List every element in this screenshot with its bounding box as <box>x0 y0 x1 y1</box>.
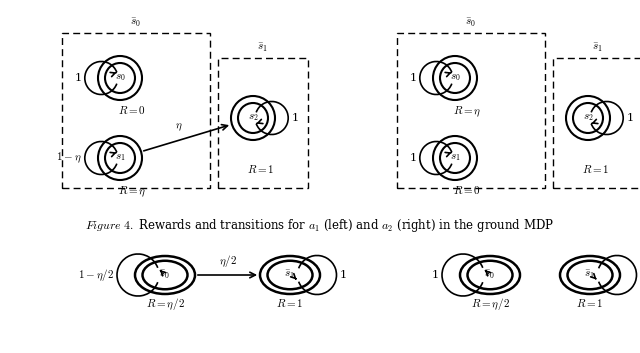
Text: 1: 1 <box>75 73 82 83</box>
Text: $\bar{s}_1$: $\bar{s}_1$ <box>257 41 269 54</box>
Text: $s_0$: $s_0$ <box>115 73 125 83</box>
Ellipse shape <box>268 261 312 289</box>
Text: $R=\eta$: $R=\eta$ <box>118 184 146 199</box>
Text: 1: 1 <box>626 113 634 123</box>
Text: 1: 1 <box>410 73 417 83</box>
Circle shape <box>105 143 135 173</box>
Text: $\bar{s}_1$: $\bar{s}_1$ <box>593 41 604 54</box>
Text: $\eta/2$: $\eta/2$ <box>218 253 236 269</box>
Ellipse shape <box>460 256 520 294</box>
Ellipse shape <box>568 261 612 289</box>
Circle shape <box>573 103 603 133</box>
Ellipse shape <box>143 261 188 289</box>
Circle shape <box>105 63 135 93</box>
Ellipse shape <box>135 256 195 294</box>
Text: $R=1$: $R=1$ <box>276 297 304 309</box>
Text: 1: 1 <box>432 270 439 280</box>
Text: $\bar{s}_0$: $\bar{s}_0$ <box>465 16 477 29</box>
Circle shape <box>566 96 610 140</box>
Text: 1: 1 <box>410 153 417 163</box>
Ellipse shape <box>467 261 513 289</box>
Circle shape <box>433 56 477 100</box>
Bar <box>397 33 545 188</box>
Text: $s_2$: $s_2$ <box>248 113 259 124</box>
Circle shape <box>433 136 477 180</box>
Text: $\mathit{Figure\ 4.}$ Rewards and transitions for $a_1$ (left) and $a_2$ (right): $\mathit{Figure\ 4.}$ Rewards and transi… <box>85 216 555 233</box>
Text: $R=1$: $R=1$ <box>247 163 275 175</box>
Text: $R=\eta$: $R=\eta$ <box>452 104 481 119</box>
Text: $\bar{s}_0$: $\bar{s}_0$ <box>484 269 495 281</box>
Text: $s_1$: $s_1$ <box>115 152 125 163</box>
Ellipse shape <box>560 256 620 294</box>
Text: $\bar{s}_0$: $\bar{s}_0$ <box>131 16 141 29</box>
Bar <box>553 58 640 188</box>
Text: $R=0$: $R=0$ <box>118 104 146 116</box>
Circle shape <box>440 63 470 93</box>
Circle shape <box>231 96 275 140</box>
Text: $R=0$: $R=0$ <box>453 184 481 196</box>
Text: $s_0$: $s_0$ <box>450 73 460 83</box>
Circle shape <box>98 56 142 100</box>
Bar <box>62 33 210 188</box>
Circle shape <box>238 103 268 133</box>
Bar <box>218 58 308 188</box>
Text: 1: 1 <box>339 270 347 280</box>
Text: $\bar{s}_1$: $\bar{s}_1$ <box>284 269 296 281</box>
Text: $s_2$: $s_2$ <box>582 113 593 124</box>
Text: $R=\eta/2$: $R=\eta/2$ <box>145 296 184 312</box>
Text: $R=1$: $R=1$ <box>576 297 604 309</box>
Text: $1-\eta/2$: $1-\eta/2$ <box>78 267 114 283</box>
Text: $R=1$: $R=1$ <box>582 163 610 175</box>
Text: $s_1$: $s_1$ <box>450 152 460 163</box>
Text: $R=\eta/2$: $R=\eta/2$ <box>470 296 509 312</box>
Text: $\bar{s}_1$: $\bar{s}_1$ <box>584 269 596 281</box>
Text: $\bar{s}_0$: $\bar{s}_0$ <box>159 269 171 281</box>
Circle shape <box>440 143 470 173</box>
Circle shape <box>98 136 142 180</box>
Text: 1: 1 <box>291 113 298 123</box>
Text: $\eta$: $\eta$ <box>175 122 182 133</box>
Ellipse shape <box>260 256 320 294</box>
Text: $1-\eta$: $1-\eta$ <box>56 151 82 165</box>
